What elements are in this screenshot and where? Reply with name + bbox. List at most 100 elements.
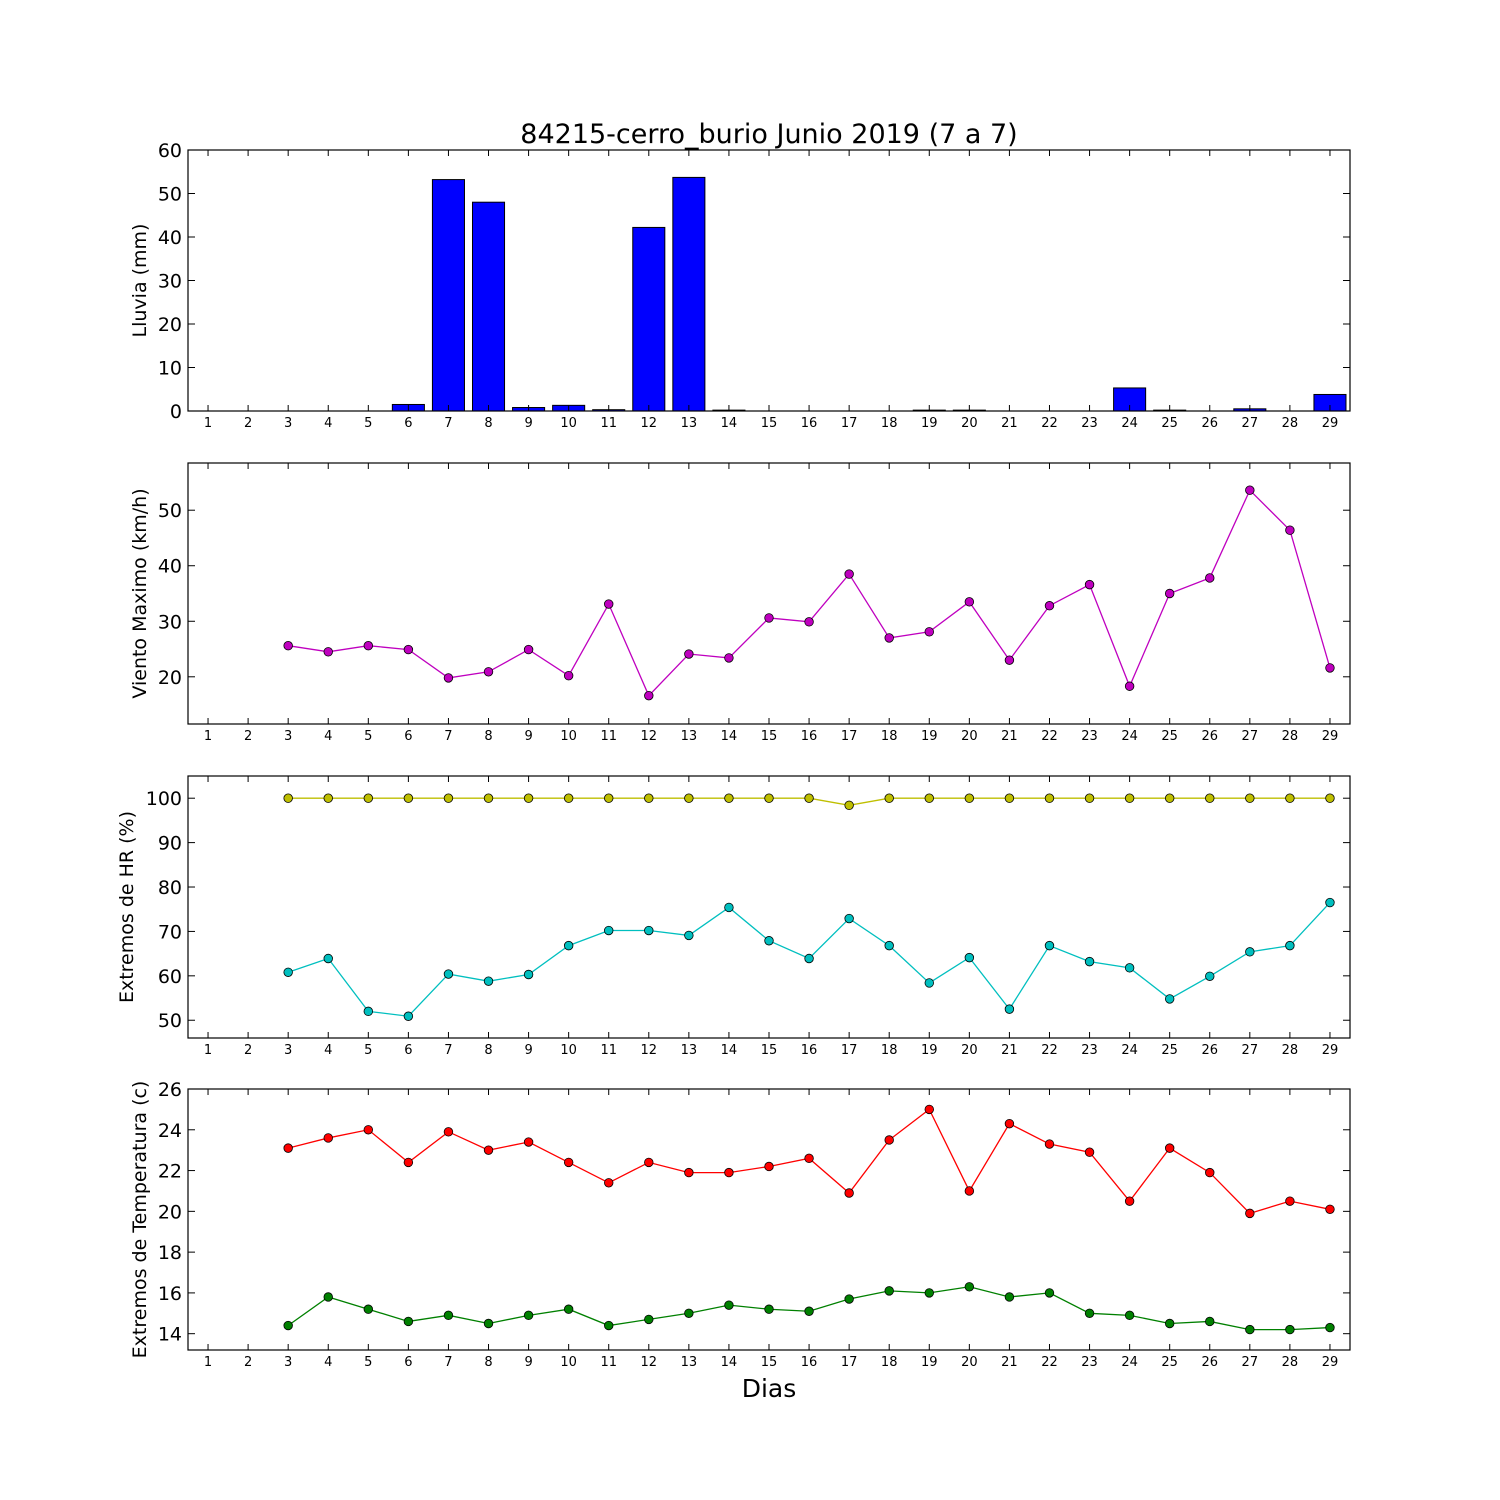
data-point-2-3 — [283, 967, 293, 977]
data-point-2-26 — [1205, 1316, 1215, 1327]
x-tick-label: 29 — [1322, 1355, 1339, 1370]
x-tick-label: 26 — [1201, 729, 1218, 744]
x-tick-label: 20 — [961, 1043, 978, 1058]
data-point-2-11 — [604, 1320, 614, 1331]
data-point-2-26 — [1205, 971, 1215, 981]
data-point-2-7 — [443, 969, 454, 979]
x-tick-label: 3 — [284, 729, 292, 744]
x-tick-label: 17 — [841, 416, 858, 431]
x-tick-label: 28 — [1282, 729, 1299, 744]
data-point-2-24 — [1124, 963, 1135, 973]
x-tick-label: 15 — [761, 729, 778, 744]
data-point-1-28 — [1285, 793, 1295, 803]
x-tick-label: 7 — [444, 1355, 452, 1370]
x-tick-label: 6 — [404, 1043, 412, 1058]
x-tick-label: 27 — [1242, 1355, 1259, 1370]
data-point-2-4 — [323, 953, 333, 964]
y-tick-label: 22 — [158, 1161, 182, 1183]
x-tick-label: 1 — [204, 416, 212, 431]
y-tick-label: 30 — [158, 611, 182, 633]
data-point-1-8 — [483, 1145, 494, 1155]
data-point-1-14 — [724, 1167, 734, 1178]
x-tick-label: 16 — [801, 416, 818, 431]
x-tick-label: 16 — [801, 1355, 818, 1370]
y-tick-label: 18 — [158, 1242, 182, 1264]
x-tick-label: 9 — [524, 416, 532, 431]
data-point-2-19 — [924, 1288, 934, 1298]
x-tick-label: 14 — [721, 416, 738, 431]
x-tick-label: 19 — [921, 416, 938, 431]
data-point-2-18 — [884, 1286, 894, 1296]
y-tick-label: 70 — [158, 921, 182, 943]
data-point-2-8 — [483, 976, 494, 986]
chart-panel-2: 1 2 3 4 5 6 7 8 9 10 11 12 13 14 15 16 17 18 19 20 21 22 23 24 2… — [129, 462, 1351, 744]
x-tick-label: 28 — [1282, 1043, 1299, 1058]
data-point-1-9 — [523, 793, 534, 803]
figure-title: 84215-cerro_burio Junio 2019 (7 a 7) — [520, 119, 1017, 150]
data-point-2-5 — [363, 1304, 374, 1314]
x-tick-label: 14 — [721, 1355, 738, 1370]
x-tick-label: 27 — [1242, 1043, 1259, 1058]
x-tick-label: 2 — [244, 416, 252, 431]
x-tick-label: 6 — [404, 1355, 412, 1370]
x-tick-label: 9 — [524, 1355, 532, 1370]
data-point-1-26 — [1205, 793, 1215, 803]
x-tick-label: 24 — [1121, 1043, 1138, 1058]
x-tick-label: 27 — [1242, 729, 1259, 744]
data-point-1-3 — [283, 641, 293, 651]
chart-panel-4: 1 2 3 4 5 6 7 8 9 10 11 12 13 14 15 16 17 18 19 20 21 22 23 24 2… — [129, 1079, 1351, 1370]
data-point-1-11 — [604, 599, 614, 609]
x-tick-label: 13 — [681, 729, 698, 744]
chart-panel-3: 1 2 3 4 5 6 7 8 9 10 11 12 13 14 15 16 17 18 19 20 21 22 23 24 2… — [116, 775, 1351, 1058]
data-point-1-18 — [884, 793, 894, 803]
y-tick-label: 60 — [158, 140, 182, 162]
data-point-1-11 — [604, 793, 614, 803]
y-tick-label: 60 — [158, 966, 182, 988]
data-point-1-9 — [523, 644, 534, 655]
y-tick-label: 10 — [158, 358, 182, 380]
data-point-1-28 — [1285, 525, 1295, 535]
x-tick-label: 29 — [1322, 729, 1339, 744]
x-tick-label: 8 — [484, 1043, 492, 1058]
x-tick-label: 5 — [364, 1355, 372, 1370]
x-axis-label: Dias — [742, 1374, 797, 1403]
x-tick-label: 24 — [1121, 416, 1138, 431]
x-tick-label: 3 — [284, 1355, 292, 1370]
x-tick-label: 11 — [600, 1355, 617, 1370]
data-point-1-12 — [644, 1157, 654, 1168]
data-point-1-4 — [323, 793, 333, 803]
x-tick-label: 20 — [961, 416, 978, 431]
x-tick-label: 21 — [1001, 416, 1018, 431]
bar-day-13 — [672, 176, 706, 412]
x-tick-label: 2 — [244, 1043, 252, 1058]
data-point-2-29 — [1325, 897, 1335, 908]
data-point-2-9 — [523, 969, 534, 980]
y-axis-label: Lluvia (mm) — [129, 224, 151, 338]
x-tick-label: 11 — [600, 729, 617, 744]
x-tick-label: 6 — [404, 729, 412, 744]
y-axis-label: Extremos de HR (%) — [116, 811, 138, 1003]
y-tick-label: 50 — [158, 184, 182, 206]
x-tick-label: 4 — [324, 416, 332, 431]
data-point-2-29 — [1325, 1322, 1335, 1333]
x-tick-label: 13 — [681, 1355, 698, 1370]
data-point-1-24 — [1124, 1196, 1135, 1206]
x-tick-label: 5 — [364, 729, 372, 744]
y-tick-label: 20 — [158, 314, 182, 336]
data-point-2-6 — [403, 1316, 414, 1327]
data-point-1-17 — [844, 569, 854, 579]
data-point-1-21 — [1004, 655, 1015, 665]
x-tick-label: 26 — [1201, 1355, 1218, 1370]
axes-frame — [187, 775, 1351, 1039]
data-point-2-5 — [363, 1006, 374, 1017]
y-tick-label: 80 — [158, 877, 182, 899]
x-tick-label: 17 — [841, 1043, 858, 1058]
data-point-1-29 — [1325, 793, 1335, 803]
x-tick-label: 18 — [881, 729, 898, 744]
data-point-2-23 — [1084, 956, 1095, 967]
x-tick-label: 13 — [681, 1043, 698, 1058]
x-tick-label: 25 — [1161, 1043, 1178, 1058]
x-tick-label: 18 — [881, 1355, 898, 1370]
data-point-1-3 — [283, 793, 293, 803]
